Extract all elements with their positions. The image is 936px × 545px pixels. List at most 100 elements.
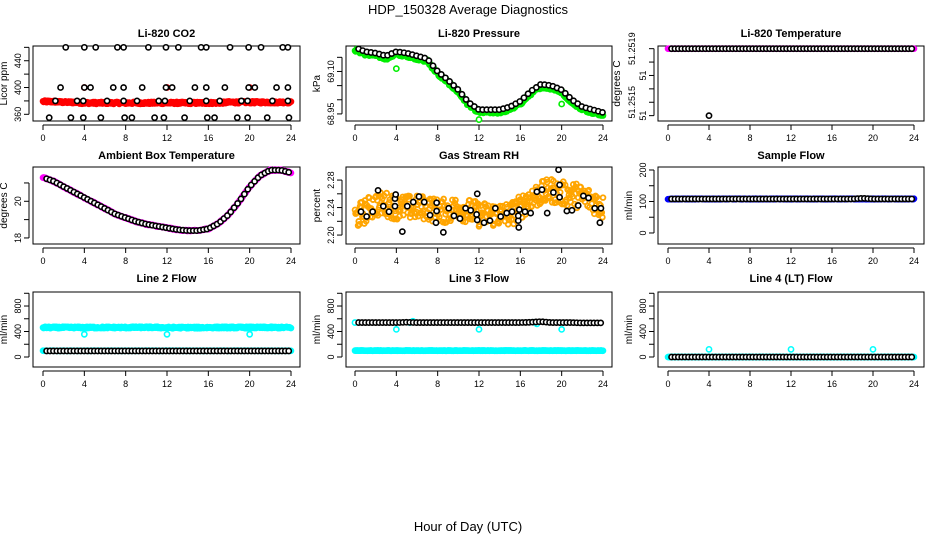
x-tick-label: 20 [245, 379, 255, 389]
series-pressure-outliers [392, 65, 566, 123]
data-point [287, 324, 295, 332]
data-point [705, 345, 713, 353]
data-point [503, 209, 511, 217]
data-point [597, 319, 605, 327]
panel-5: Gas Stream RH0 4 8 12 16 20 242.202.242.28perc… [312, 150, 613, 266]
data-point [52, 97, 59, 105]
data-point [155, 97, 163, 105]
x-tick-label: 4 [82, 379, 87, 389]
data-point [174, 43, 182, 51]
panel-title: Gas Stream RH [439, 150, 519, 162]
data-point [162, 84, 170, 91]
data-point [585, 186, 593, 194]
y-axis-label: percent [312, 189, 323, 223]
data-point [355, 218, 363, 225]
data-point [374, 186, 382, 194]
series-sample-points [668, 195, 916, 203]
data-point [452, 196, 459, 204]
x-tick-label: 0 [40, 133, 45, 143]
data-point [211, 114, 218, 122]
plot-box [345, 166, 613, 245]
data-point [120, 84, 127, 91]
data-point [363, 213, 371, 220]
y-tick-label: 400 [13, 80, 23, 95]
x-tick-label: 0 [352, 379, 357, 389]
series-line2-dense-high [39, 323, 295, 332]
data-point [425, 57, 433, 65]
x-tick-label: 24 [598, 256, 608, 266]
data-point [285, 347, 293, 355]
data-point [203, 114, 211, 122]
data-point [599, 108, 606, 116]
data-point [599, 194, 607, 201]
y-axis-label: ml/min [0, 315, 10, 344]
data-point [596, 219, 604, 227]
data-point [558, 100, 566, 108]
data-point [87, 84, 94, 91]
data-point [80, 43, 88, 51]
data-point [473, 190, 481, 198]
x-tick-label: 20 [868, 133, 878, 143]
data-point [577, 183, 584, 191]
data-point [403, 202, 411, 210]
data-point [80, 330, 88, 338]
data-point [378, 209, 385, 217]
data-point [161, 97, 169, 105]
data-point [520, 94, 528, 102]
x-tick-label: 4 [82, 256, 87, 266]
data-point [558, 326, 566, 333]
x-tick-label: 16 [827, 133, 837, 143]
x-tick-label: 12 [162, 133, 172, 143]
data-point [151, 114, 158, 122]
data-point [497, 213, 505, 220]
figure-title: HDP_150328 Average Diagnostics [368, 2, 568, 17]
plot-box [657, 166, 925, 245]
data-point [369, 208, 377, 216]
data-point [543, 178, 551, 186]
series-line3-points [355, 318, 605, 327]
y-tick-label: 440 [13, 53, 23, 68]
data-point [202, 84, 210, 91]
x-tick-label: 20 [245, 256, 255, 266]
x-tick-label: 8 [747, 133, 752, 143]
data-point [257, 43, 265, 51]
data-point [556, 193, 563, 201]
panel-title: Ambient Box Temperature [98, 150, 235, 162]
data-point [527, 209, 535, 217]
x-tick-label: 8 [435, 379, 440, 389]
x-tick-label: 8 [123, 133, 128, 143]
x-tick-label: 24 [286, 379, 296, 389]
data-point [429, 62, 437, 70]
plot-box [32, 166, 301, 245]
data-point [521, 208, 529, 216]
data-point [591, 204, 599, 212]
data-point [263, 114, 271, 122]
x-tick-label: 16 [515, 256, 525, 266]
data-point [73, 97, 81, 105]
data-point [420, 198, 428, 206]
y-tick-label: 0 [638, 354, 648, 359]
data-point [566, 93, 573, 101]
data-point [234, 200, 241, 207]
x-tick-label: 16 [203, 133, 213, 143]
data-point [524, 90, 532, 98]
data-point [97, 114, 105, 122]
data-point [457, 208, 465, 216]
x-tick-label: 24 [286, 256, 296, 266]
data-point [415, 193, 423, 200]
data-point [908, 353, 916, 361]
data-point [454, 85, 462, 93]
y-tick-label: 51 [638, 70, 648, 80]
x-tick-label: 4 [706, 133, 711, 143]
data-point [245, 84, 253, 91]
y-axis-label: degrees C [612, 60, 623, 106]
data-point [908, 45, 916, 53]
data-point [379, 202, 387, 210]
data-point [285, 168, 293, 176]
